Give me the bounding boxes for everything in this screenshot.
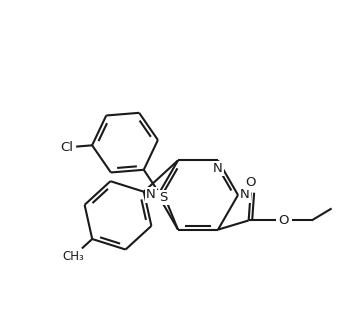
Text: N: N (240, 188, 250, 202)
Text: O: O (245, 176, 256, 189)
Text: Cl: Cl (61, 141, 74, 154)
Text: S: S (159, 191, 167, 204)
Text: N: N (146, 188, 156, 202)
Text: CH₃: CH₃ (62, 250, 84, 263)
Text: N: N (213, 162, 223, 175)
Text: O: O (278, 214, 289, 227)
